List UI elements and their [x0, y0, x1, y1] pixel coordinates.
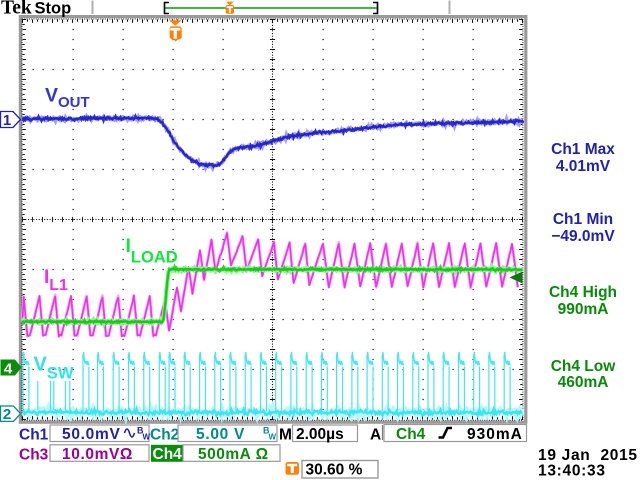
svg-text:19 Jan 2015: 19 Jan 2015 [538, 447, 638, 464]
svg-text:Ch1 Min: Ch1 Min [553, 211, 613, 228]
svg-text:Ch4 High: Ch4 High [549, 284, 617, 301]
svg-text:1: 1 [3, 112, 11, 129]
svg-text:2.00µs: 2.00µs [296, 426, 344, 443]
svg-text:Ch3: Ch3 [19, 447, 49, 464]
svg-text:990mA: 990mA [558, 301, 609, 318]
svg-text:Ch1: Ch1 [19, 427, 49, 444]
svg-text:50.0mV: 50.0mV [62, 426, 121, 443]
svg-text:10.0mVΩ: 10.0mVΩ [62, 446, 133, 463]
svg-text:B: B [263, 426, 270, 436]
svg-text:W: W [143, 433, 151, 442]
svg-text:Tek: Tek [1, 0, 32, 19]
svg-text:5.00 V: 5.00 V [196, 426, 245, 443]
svg-text:M: M [279, 427, 292, 444]
svg-text:−49.0mV: −49.0mV [551, 228, 615, 245]
svg-text:Ch4: Ch4 [153, 446, 183, 463]
svg-text:2: 2 [3, 406, 11, 423]
svg-text:B: B [137, 426, 144, 436]
svg-text:Ch1 Max: Ch1 Max [551, 141, 615, 158]
svg-text:Stop: Stop [35, 0, 72, 18]
svg-text:30.60 %: 30.60 % [306, 462, 363, 479]
svg-text:W: W [269, 433, 277, 442]
svg-text:460mA: 460mA [558, 374, 609, 391]
svg-text:Ch2: Ch2 [150, 427, 179, 444]
svg-text:A: A [370, 427, 381, 444]
svg-text:500mA Ω: 500mA Ω [198, 446, 269, 463]
svg-text:930mA: 930mA [467, 426, 523, 443]
svg-text:Ch4: Ch4 [396, 426, 426, 443]
svg-text:13:40:33: 13:40:33 [538, 463, 606, 480]
svg-text:4.01mV: 4.01mV [556, 158, 611, 175]
svg-text:Ch4 Low: Ch4 Low [551, 358, 617, 375]
svg-text:4: 4 [4, 361, 13, 378]
